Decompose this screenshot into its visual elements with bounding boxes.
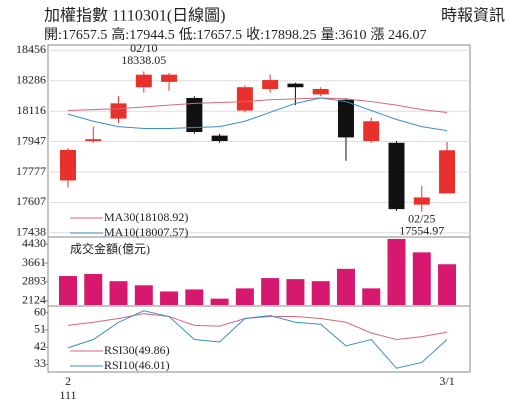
candle-body: [161, 74, 178, 82]
candle-body: [363, 121, 380, 141]
y-tick-label: 2893: [22, 274, 46, 288]
bar: [261, 278, 280, 305]
frame: [47, 44, 471, 373]
bar: [84, 273, 103, 305]
info-item: 開:17657.5: [44, 28, 107, 43]
info-item: 低:17657.5: [179, 27, 242, 43]
panel-title: 成交金額(億元): [70, 241, 150, 256]
candle-body: [135, 74, 152, 88]
info-item: 收:17898.25: [246, 27, 316, 43]
y-tick-label: 33: [34, 356, 46, 370]
bar: [185, 289, 204, 305]
y-tick-label: 17607: [16, 194, 46, 208]
candle-body: [287, 83, 304, 88]
annotation-value: 17554.97: [399, 224, 444, 238]
candle-body: [388, 142, 405, 210]
y-tick-label: 51: [34, 322, 46, 336]
annotation-value: 18338.05: [121, 53, 166, 67]
bar: [336, 268, 355, 305]
series-line: [67, 97, 448, 132]
y-tick-label: 17438: [16, 225, 46, 239]
y-tick-label: 4430: [22, 236, 46, 250]
candle-body: [262, 80, 279, 90]
candle-body: [186, 97, 203, 133]
bar: [412, 252, 431, 305]
candle-body: [413, 197, 430, 205]
legend-label: RSI10(46.01): [104, 358, 170, 372]
bar: [387, 238, 406, 305]
y-tick-label: 3661: [22, 255, 46, 269]
bar: [311, 281, 330, 305]
legend-label: MA30(18108.92): [104, 210, 188, 224]
series-line: [67, 97, 448, 114]
info-item: 高:17944.5: [111, 26, 174, 43]
y-tick-label: 18116: [16, 103, 46, 117]
info-line: 開:17657.5 高:17944.5 低:17657.5 收:17898.25 量:3…: [44, 26, 426, 43]
bar: [134, 285, 153, 305]
bar: [438, 264, 457, 305]
candle-body: [337, 99, 354, 138]
x-tick-label: 2: [65, 374, 71, 388]
bar: [59, 276, 77, 305]
source: 時報資訊: [441, 7, 505, 25]
y-tick-label: 17947: [16, 133, 46, 147]
candle-body: [236, 87, 253, 111]
series-line: [67, 310, 448, 369]
y-tick-label: 60: [34, 304, 46, 318]
title: 加權指數 1110301(日線圖): [44, 7, 225, 25]
info-item: 漲 246.07: [370, 27, 426, 43]
annotation-label: 02/10: [130, 41, 157, 55]
bar: [286, 279, 305, 305]
series-line: [67, 313, 448, 341]
y-tick-label: 2124: [22, 292, 46, 306]
annotation-label: 02/25: [408, 212, 435, 226]
y-tick-label: 42: [34, 339, 46, 353]
bar: [109, 281, 128, 305]
bar: [210, 298, 229, 305]
y-tick-label: 17777: [16, 164, 46, 178]
x-tick-label: 3/1: [439, 374, 454, 388]
bar: [235, 288, 254, 305]
candle-body: [60, 149, 76, 181]
y-tick-label: 18286: [16, 73, 46, 87]
x-sublabel: 111: [59, 388, 76, 402]
candle-body: [312, 89, 329, 95]
candle-body: [85, 139, 102, 141]
bar: [362, 288, 381, 305]
y-tick-label: 18456: [16, 42, 46, 56]
bar: [160, 291, 179, 305]
info-item: 量:3610: [321, 27, 367, 43]
candle-body: [211, 135, 228, 141]
candle-body: [110, 103, 127, 119]
legend-label: MA10(18007.57): [104, 225, 188, 239]
legend-label: RSI30(49.86): [104, 343, 170, 357]
candle-body: [439, 150, 456, 194]
